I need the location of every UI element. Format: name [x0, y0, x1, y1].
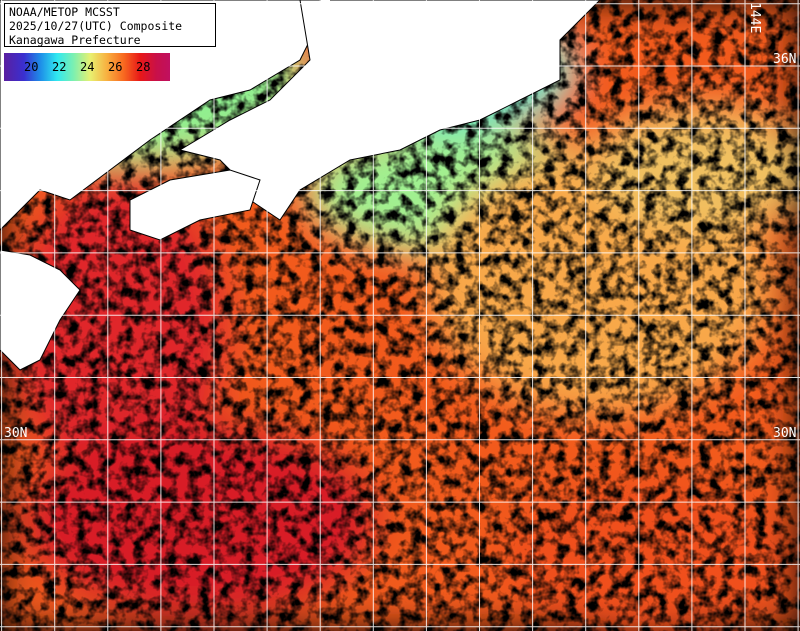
title-line-3: Kanagawa Prefecture — [9, 33, 141, 47]
color-scale-legend: 20 22 24 26 28 — [3, 52, 171, 82]
lat-label-36n-right: 36N — [773, 52, 797, 67]
land-kyushu — [0, 249, 81, 371]
land-shikoku — [129, 169, 261, 241]
land-central-honshu — [178, 0, 601, 221]
legend-tick: 26 — [108, 60, 123, 74]
lon-label-144e: 144E — [747, 2, 762, 34]
lon-label-138e: 138E — [318, 0, 332, 25]
legend-tick: 28 — [136, 60, 151, 74]
title-box: NOAA/METOP MCSST 2025/10/27(UTC) Composi… — [4, 3, 216, 47]
title-line-1: NOAA/METOP MCSST — [9, 5, 120, 19]
title-line-2: 2025/10/27(UTC) Composite — [9, 19, 183, 33]
legend-tick: 24 — [80, 60, 95, 74]
legend-tick: 20 — [24, 60, 39, 74]
lat-label-30n-left: 30N — [4, 426, 28, 441]
lat-label-30n-right: 30N — [773, 426, 797, 441]
legend-tick: 22 — [52, 60, 67, 74]
